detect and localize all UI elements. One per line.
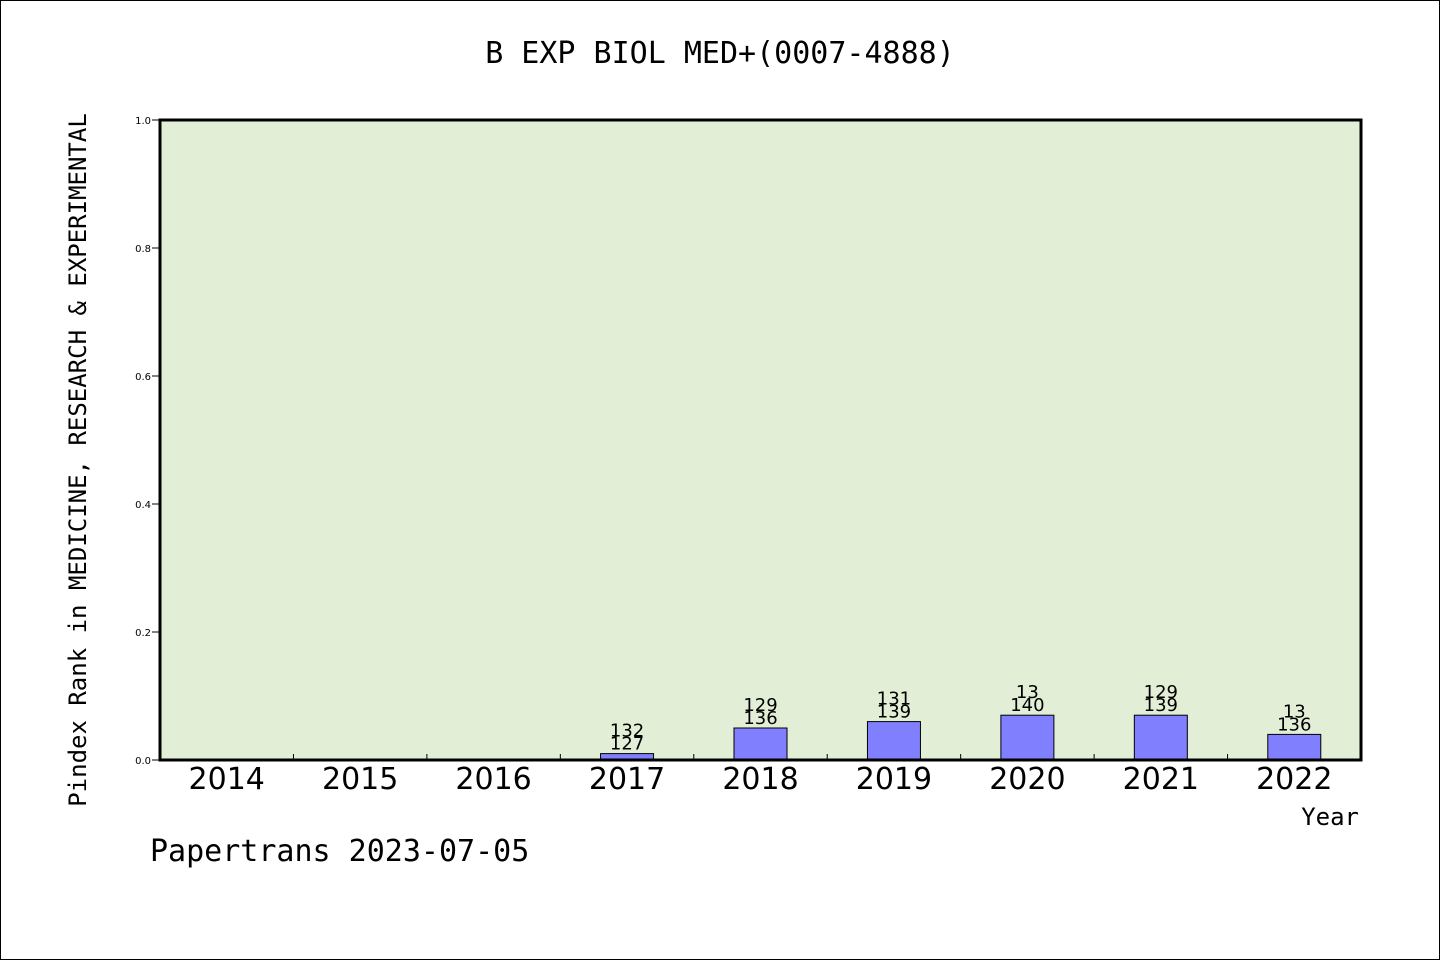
y-tick-label: 1.0 (135, 116, 151, 127)
bar-label-bottom: 136 (743, 708, 777, 729)
bar (1267, 733, 1322, 761)
bar-label-top: 129 (1144, 682, 1178, 703)
x-tick-label: 2021 (1123, 762, 1199, 797)
x-tick-label: 2015 (322, 762, 398, 797)
x-tick-label: 2020 (989, 762, 1065, 797)
bar-label-bottom: 139 (1144, 695, 1178, 716)
y-tick-label: 0.6 (135, 372, 151, 383)
x-tick-label: 2014 (189, 762, 265, 797)
plot-area (160, 120, 1361, 760)
bar-label-bottom: 140 (1010, 695, 1044, 716)
bar-label-bottom: 136 (1277, 714, 1311, 735)
x-tick-label: 2016 (455, 762, 531, 797)
bar-label-top: 131 (877, 689, 911, 710)
bar (1133, 714, 1188, 761)
x-axis-label: Year (1301, 803, 1359, 831)
chart-title: B EXP BIOL MED+(0007-4888) (485, 36, 955, 71)
bar (1000, 714, 1055, 761)
x-tick-label: 2017 (589, 762, 665, 797)
bar (866, 721, 921, 761)
y-tick-label: 0.0 (135, 756, 151, 767)
bar-label-bottom: 127 (610, 734, 644, 755)
plot-border (158, 118, 1363, 762)
y-tick-label: 0.2 (135, 628, 151, 639)
y-tick-label: 0.4 (135, 500, 151, 511)
footer-text: Papertrans 2023-07-05 (150, 834, 530, 869)
bar (733, 727, 788, 761)
bar-label-top: 13 (1016, 682, 1039, 703)
x-tick-label: 2018 (722, 762, 798, 797)
bar-label-top: 13 (1283, 701, 1306, 722)
x-tick-label: 2019 (856, 762, 932, 797)
bar-label-top: 132 (610, 721, 644, 742)
bar-label-bottom: 139 (877, 702, 911, 723)
y-tick-label: 0.8 (135, 244, 151, 255)
x-tick-label: 2022 (1256, 762, 1332, 797)
bar-label-top: 129 (743, 695, 777, 716)
